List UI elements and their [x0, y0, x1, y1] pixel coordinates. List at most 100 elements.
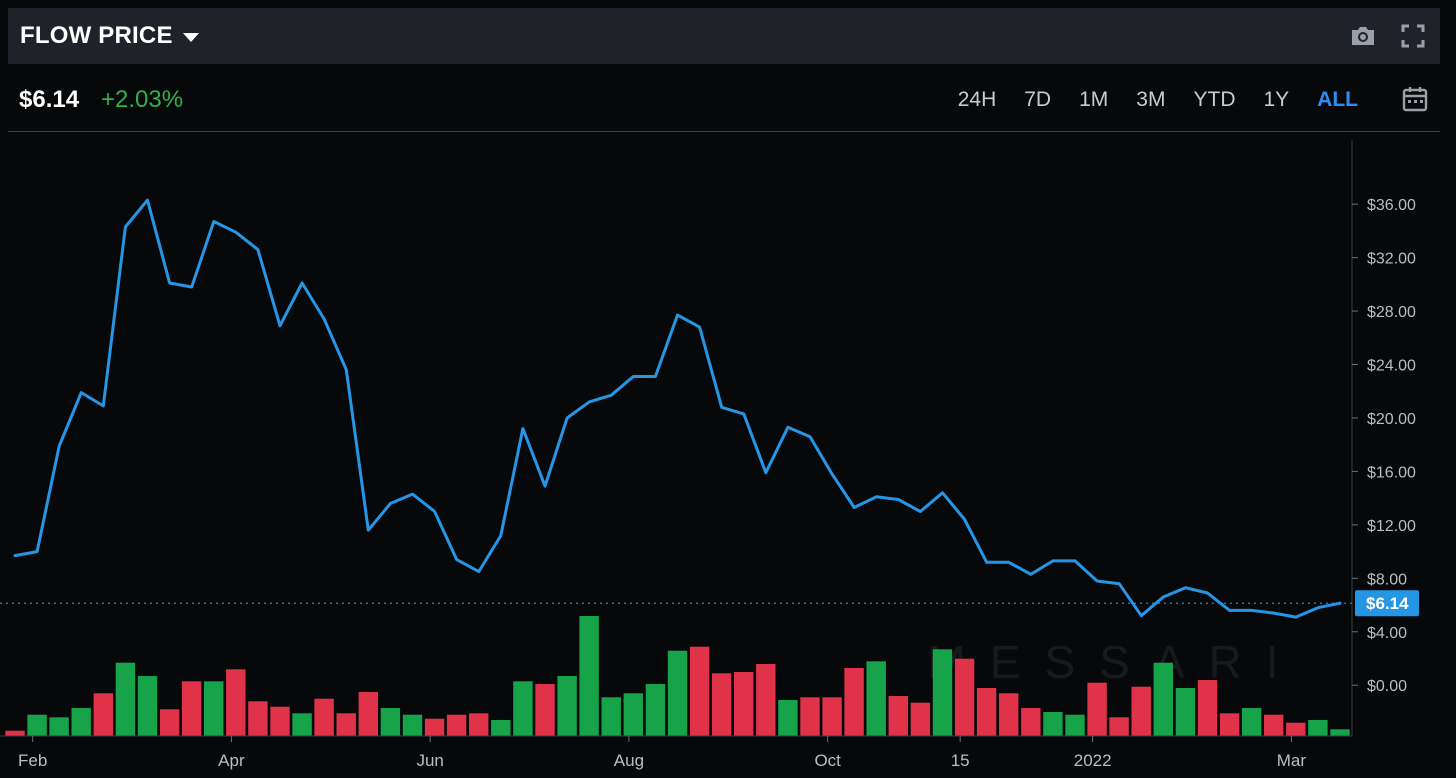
volume-bar — [5, 730, 25, 736]
y-tick-label: $36.00 — [1367, 197, 1416, 214]
x-tick-label: 15 — [951, 751, 970, 770]
volume-bar — [1153, 662, 1173, 736]
x-tick-label: 2022 — [1074, 751, 1112, 770]
range-1y-button[interactable]: 1Y — [1263, 88, 1290, 111]
y-tick-label: $32.00 — [1367, 251, 1416, 268]
volume-bar — [1021, 708, 1041, 736]
volume-bar — [402, 714, 423, 736]
volume-bar — [1065, 714, 1085, 736]
volume-bar — [910, 702, 931, 736]
volume-bar — [424, 718, 445, 736]
fullscreen-icon[interactable] — [1398, 22, 1428, 50]
price-tag-background — [1355, 590, 1419, 617]
volume-bar — [226, 669, 246, 736]
volume-bar — [1286, 722, 1306, 736]
volume-bar — [27, 714, 47, 736]
x-tick-label: Aug — [614, 751, 644, 770]
price-series-line — [13, 198, 1342, 619]
y-tick-label: $0.00 — [1367, 678, 1407, 695]
volume-bar — [358, 692, 378, 736]
volume-bar — [734, 672, 754, 736]
volume-bar — [49, 717, 69, 736]
range-24h-button[interactable]: 24H — [957, 88, 997, 111]
range-all-button[interactable]: ALL — [1317, 88, 1358, 111]
volume-bar — [1043, 712, 1063, 736]
volume-bar — [292, 713, 312, 736]
volume-bar — [954, 658, 975, 736]
volume-bar — [645, 684, 666, 736]
y-tick-label: $8.00 — [1367, 571, 1407, 588]
x-tick-label: Oct — [814, 751, 841, 770]
chart-title: FLOW PRICE — [20, 22, 173, 49]
volume-bar — [1109, 717, 1129, 736]
volume-bar — [711, 673, 732, 736]
y-tick-label: $24.00 — [1367, 358, 1416, 375]
y-tick-label: $12.00 — [1367, 518, 1416, 535]
y-axis: $0.00 $4.00 $8.00 $12.00 $16.00 $20.00 $24.00 $… — [1352, 197, 1416, 695]
y-tick-label: $4.00 — [1367, 625, 1407, 642]
volume-bar — [1264, 714, 1284, 736]
volume-bar — [756, 664, 776, 736]
volume-bar — [667, 650, 688, 736]
volume-bar — [93, 693, 113, 736]
volume-bar — [71, 708, 91, 736]
messari-watermark: MESSARI — [927, 636, 1302, 688]
x-tick-label: Apr — [218, 751, 245, 770]
volume-bar — [137, 676, 158, 736]
volume-bar — [159, 709, 180, 736]
volume-bar — [469, 713, 489, 736]
price-tag-label: $6.14 — [1366, 594, 1409, 613]
volume-bar — [976, 688, 997, 736]
range-3m-button[interactable]: 3M — [1136, 88, 1166, 111]
volume-bar — [1308, 720, 1328, 736]
volume-bar — [1197, 680, 1218, 736]
volume-bar — [932, 649, 953, 736]
range-7d-button[interactable]: 7D — [1024, 88, 1052, 111]
volume-bar — [822, 697, 842, 736]
volume-bar — [1241, 708, 1262, 736]
y-tick-label: $16.00 — [1367, 464, 1416, 481]
volume-bar — [181, 681, 202, 736]
range-1m-button[interactable]: 1M — [1079, 88, 1109, 111]
volume-bar — [1219, 713, 1240, 736]
volume-bar — [601, 697, 621, 736]
x-tick-label: Jun — [416, 751, 443, 770]
volume-bar — [115, 662, 136, 736]
volume-bar — [1087, 682, 1107, 736]
volume-bar — [579, 616, 599, 736]
volume-bar — [491, 720, 511, 736]
volume-bars — [5, 616, 1350, 736]
y-tick-label: $20.00 — [1367, 411, 1416, 428]
volume-bar — [535, 684, 555, 736]
volume-bar — [888, 696, 908, 736]
y-tick-label: $28.00 — [1367, 304, 1416, 321]
volume-bar — [1175, 688, 1196, 736]
x-axis: Feb Apr Jun Aug Oct 15 2022 Mar — [18, 736, 1306, 770]
price-change-percent: +2.03% — [101, 86, 184, 113]
volume-bar — [336, 713, 356, 736]
volume-bar — [800, 697, 820, 736]
calendar-icon[interactable] — [1400, 84, 1430, 114]
volume-bar — [204, 681, 224, 736]
volume-bar — [270, 706, 290, 736]
volume-bar — [557, 676, 577, 736]
volume-bar — [1131, 686, 1151, 736]
volume-bar — [623, 693, 643, 736]
range-ytd-button[interactable]: YTD — [1193, 88, 1236, 111]
chevron-down-icon — [182, 32, 199, 42]
volume-bar — [1330, 729, 1350, 736]
volume-bar — [866, 661, 886, 736]
price-summary-bar: $6.14 +2.03% 24H 7D 1M 3M YTD 1Y ALL — [8, 64, 1440, 132]
asset-selector-dropdown[interactable]: FLOW PRICE — [20, 22, 199, 50]
volume-bar — [513, 681, 533, 736]
chart-toolbar: FLOW PRICE — [8, 8, 1440, 64]
x-tick-label: Mar — [1277, 751, 1307, 770]
current-price: $6.14 — [19, 86, 80, 113]
volume-bar — [314, 698, 334, 736]
volume-bar — [999, 693, 1019, 736]
current-price-tag: $6.14 — [1355, 590, 1419, 617]
volume-bar — [844, 668, 864, 736]
camera-icon[interactable] — [1348, 22, 1378, 50]
volume-bar — [380, 708, 401, 736]
